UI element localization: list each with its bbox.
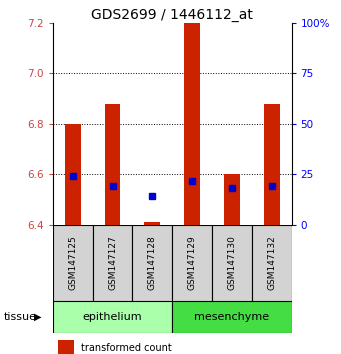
Bar [58, 340, 74, 354]
Text: GSM147125: GSM147125 [68, 235, 77, 290]
Bar [105, 104, 120, 225]
Title: GDS2699 / 1446112_at: GDS2699 / 1446112_at [91, 8, 253, 22]
Text: GSM147128: GSM147128 [148, 235, 157, 290]
Text: GSM147129: GSM147129 [188, 235, 197, 290]
Text: transformed count: transformed count [81, 343, 172, 353]
Text: mesenchyme: mesenchyme [194, 312, 269, 322]
Bar [212, 225, 252, 301]
Text: GSM147127: GSM147127 [108, 235, 117, 290]
Bar [252, 225, 292, 301]
Text: GSM147132: GSM147132 [267, 235, 276, 290]
Bar [172, 225, 212, 301]
Bar [53, 225, 93, 301]
Text: ▶: ▶ [34, 312, 42, 322]
Bar [65, 124, 81, 225]
Bar [264, 104, 280, 225]
Bar [184, 23, 200, 225]
Bar [172, 301, 292, 333]
Text: epithelium: epithelium [83, 312, 142, 322]
Bar [53, 301, 172, 333]
Text: GSM147130: GSM147130 [227, 235, 236, 290]
Bar [144, 222, 160, 225]
Bar [93, 225, 132, 301]
Bar [132, 225, 172, 301]
Bar [224, 175, 240, 225]
Text: tissue: tissue [3, 312, 36, 322]
